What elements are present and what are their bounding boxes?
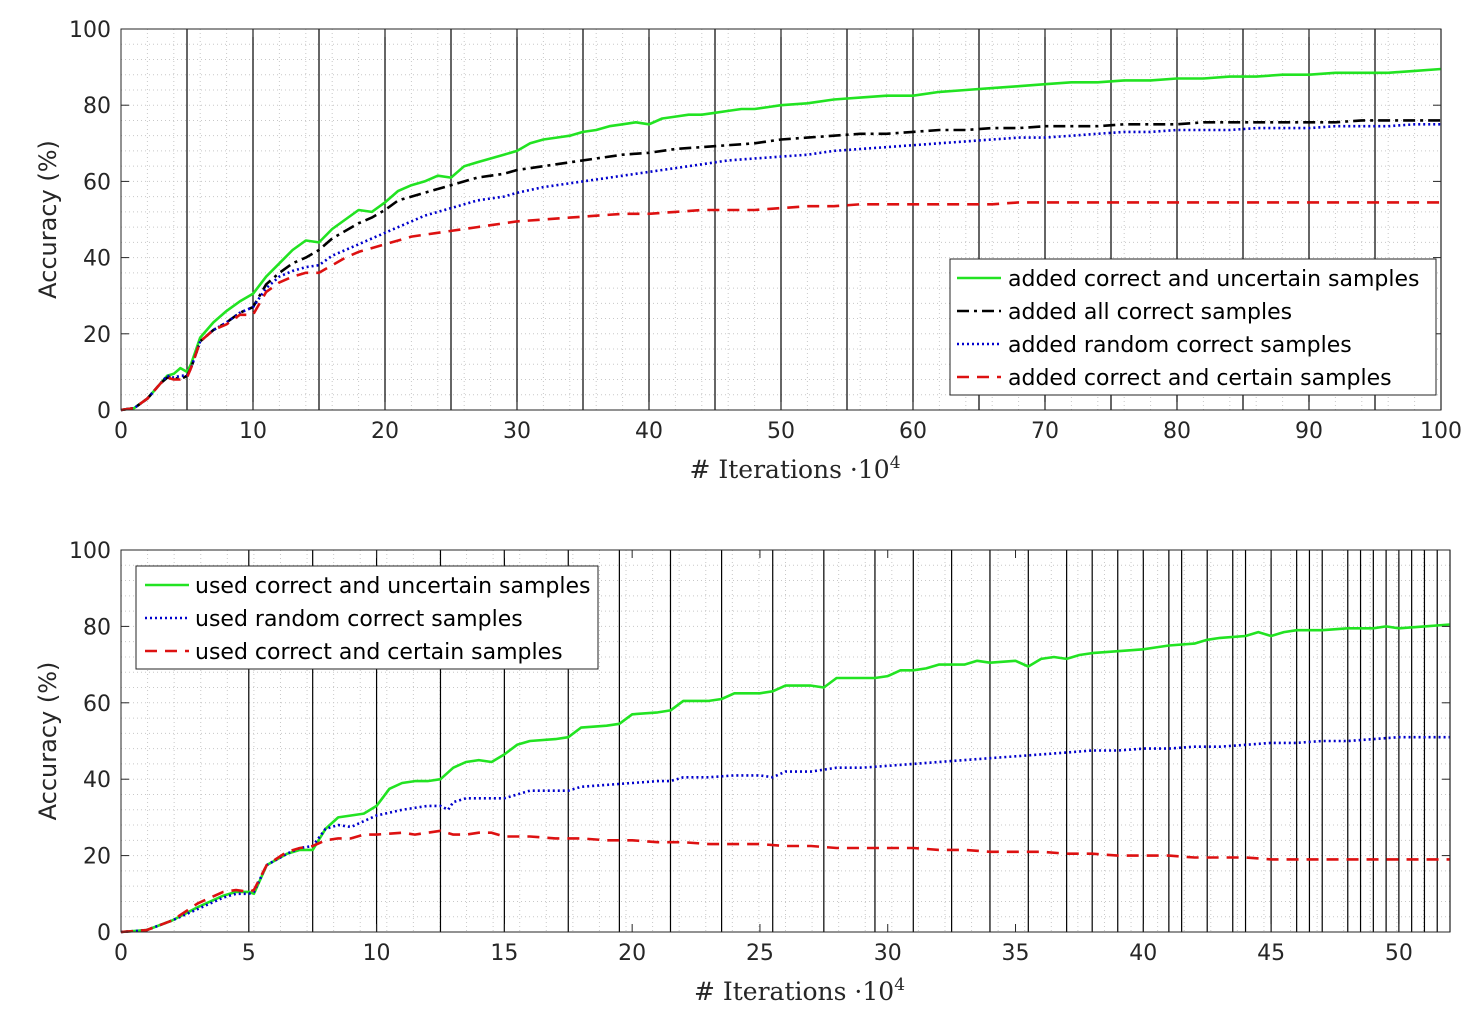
x-tick-label: 20: [371, 419, 399, 444]
y-tick-label: 0: [97, 921, 111, 946]
x-tick-label: 5: [242, 941, 256, 966]
y-tick-label: 60: [83, 170, 111, 195]
x-axis-label-main: # Iterations ·10: [694, 977, 894, 1006]
legend: used correct and uncertain samples used r…: [135, 565, 599, 670]
legend-box: [135, 565, 599, 670]
x-tick-label: 80: [1163, 419, 1191, 444]
x-tick-label: 35: [1002, 941, 1030, 966]
axes-box: [120, 549, 1451, 933]
bottom-accuracy-chart: 0 5 10 15 20 25 30 35 40 45 50 0 20 40 60 80 100 Accuracy…: [34, 539, 1451, 1006]
y-tick-label: 40: [83, 247, 111, 272]
y-tick-label: 80: [83, 615, 111, 640]
vertical-marker-lines: [248, 550, 1451, 932]
y-tick-label: 20: [83, 323, 111, 348]
x-tick-label: 90: [1295, 419, 1323, 444]
x-axis-label: # Iterations ·104: [689, 453, 900, 484]
x-tick-label: 40: [635, 419, 663, 444]
top-accuracy-chart: 0 10 20 30 40 50 60 70 80 90 100 0 20 40 60 80 100 Accura…: [34, 18, 1462, 484]
y-tick-label: 40: [83, 768, 111, 793]
series-line: [120, 67, 1442, 412]
x-tick-label: 45: [1257, 941, 1285, 966]
legend-label: used correct and uncertain samples: [195, 574, 590, 599]
x-tick-label: 15: [490, 941, 518, 966]
series-line: [120, 829, 1450, 934]
x-tick-label: 0: [114, 941, 128, 966]
y-axis-label: Accuracy (%): [34, 140, 62, 299]
x-axis-label-exponent: 4: [890, 453, 901, 473]
x-tick-label: 0: [114, 419, 128, 444]
legend: added correct and uncertain samples added…: [949, 258, 1437, 396]
x-tick-label: 100: [1420, 419, 1462, 444]
legend-label: used random correct samples: [195, 607, 523, 632]
y-axis-label: Accuracy (%): [34, 662, 62, 821]
y-tick-label: 100: [69, 18, 111, 43]
legend-label: used correct and certain samples: [195, 640, 563, 665]
x-tick-label: 60: [899, 419, 927, 444]
x-tick-label: 30: [503, 419, 531, 444]
legend-label: added correct and uncertain samples: [1008, 267, 1419, 292]
x-axis-label: # Iterations ·104: [694, 975, 905, 1006]
legend-box: [949, 258, 1437, 396]
series-line: [120, 123, 1441, 412]
series-line: [120, 623, 1451, 934]
x-tick-label: 10: [239, 419, 267, 444]
y-tick-label: 20: [83, 845, 111, 870]
x-axis-label-main: # Iterations ·10: [689, 455, 889, 484]
y-tick-label: 80: [83, 94, 111, 119]
y-tick-label: 100: [69, 539, 111, 564]
minor-grid: [121, 550, 1450, 932]
legend-label: added correct and certain samples: [1008, 366, 1392, 391]
x-tick-label: 10: [363, 941, 391, 966]
x-tick-label: 40: [1129, 941, 1157, 966]
x-tick-label: 25: [746, 941, 774, 966]
x-tick-label: 70: [1031, 419, 1059, 444]
x-tick-label: 50: [767, 419, 795, 444]
x-tick-label: 50: [1385, 941, 1413, 966]
x-axis-label-exponent: 4: [894, 975, 905, 995]
legend-label: added all correct samples: [1008, 300, 1292, 325]
y-tick-label: 0: [97, 399, 111, 424]
x-tick-label: 20: [618, 941, 646, 966]
y-tick-label: 60: [83, 692, 111, 717]
legend-label: added random correct samples: [1008, 333, 1352, 358]
x-tick-label: 30: [874, 941, 902, 966]
